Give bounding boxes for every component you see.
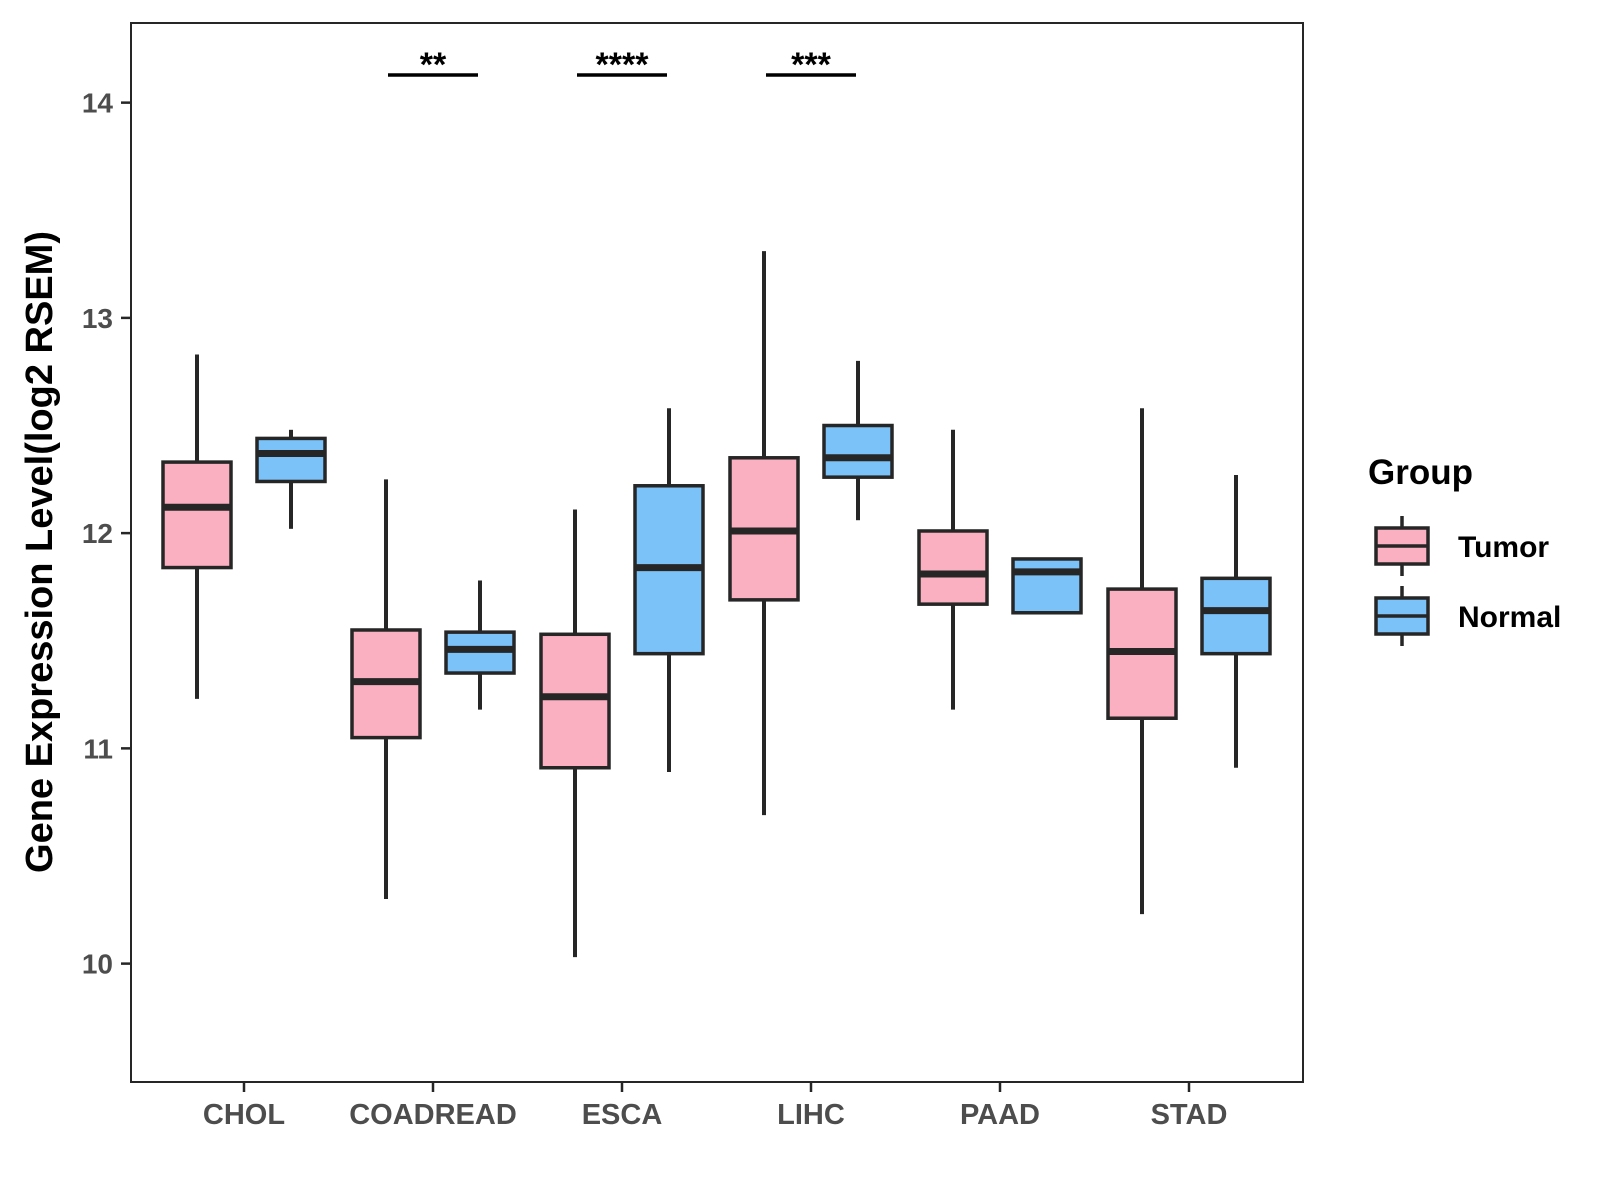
y-tick-label: 11 (83, 733, 113, 764)
box-normal-coadread (444, 580, 516, 710)
box-normal-lihc (822, 360, 894, 521)
legend: Group Tumor Normal (1368, 453, 1561, 646)
significance-lihc: *** (766, 46, 856, 84)
significance-label: **** (596, 46, 650, 84)
legend-label: Normal (1458, 601, 1561, 634)
plot-panel (130, 22, 1304, 1083)
x-tick-label: ESCA (582, 1099, 663, 1131)
significance-esca: **** (577, 46, 667, 84)
box-tumor-stad (1106, 408, 1178, 915)
y-tick-label: 10 (82, 949, 113, 980)
series-normal (255, 360, 1272, 773)
y-tick-label: 13 (82, 303, 113, 334)
box-tumor-esca (539, 509, 611, 958)
x-tick-label: PAAD (960, 1099, 1040, 1131)
axes-layer: 10 11 12 13 14 CHOL COADREAD ESCA LIHC PAAD STAD (82, 88, 1228, 1131)
box-tumor-coadread (350, 479, 422, 900)
box-normal-esca (633, 408, 705, 773)
significance-label: ** (420, 46, 447, 84)
significance-label: *** (791, 46, 831, 84)
legend-item-normal: Normal (1374, 586, 1561, 646)
box-normal-chol (255, 429, 327, 529)
box-tumor-lihc (728, 251, 800, 816)
boxes-layer (161, 251, 1272, 958)
x-tick-label: STAD (1151, 1099, 1228, 1131)
legend-label: Tumor (1458, 531, 1549, 564)
y-tick-label: 12 (82, 518, 113, 549)
box-body (1011, 557, 1083, 615)
significance-coadread: ** (388, 46, 478, 84)
y-axis: 10 11 12 13 14 (82, 88, 131, 980)
box-body (917, 529, 989, 606)
series-tumor (161, 251, 1178, 958)
legend-title: Group (1368, 453, 1473, 492)
y-tick-label: 14 (82, 88, 114, 119)
x-tick-label: LIHC (777, 1099, 845, 1131)
x-tick-label: COADREAD (349, 1099, 517, 1131)
panel-border (130, 22, 1304, 1083)
x-axis: CHOL COADREAD ESCA LIHC PAAD STAD (203, 1082, 1227, 1131)
box-body (539, 632, 611, 770)
x-tick-label: CHOL (203, 1099, 285, 1131)
legend-item-tumor: Tumor (1374, 516, 1549, 576)
y-axis-title: Gene Expression Level(log2 RSEM) (19, 231, 61, 873)
box-normal-paad (1011, 557, 1083, 615)
box-body (1200, 576, 1272, 656)
box-body (161, 460, 233, 570)
significance-layer: ** **** *** (388, 46, 856, 84)
box-body (822, 423, 894, 479)
box-tumor-paad (917, 429, 989, 710)
box-tumor-chol (161, 354, 233, 699)
box-body (255, 436, 327, 484)
box-normal-stad (1200, 475, 1272, 768)
